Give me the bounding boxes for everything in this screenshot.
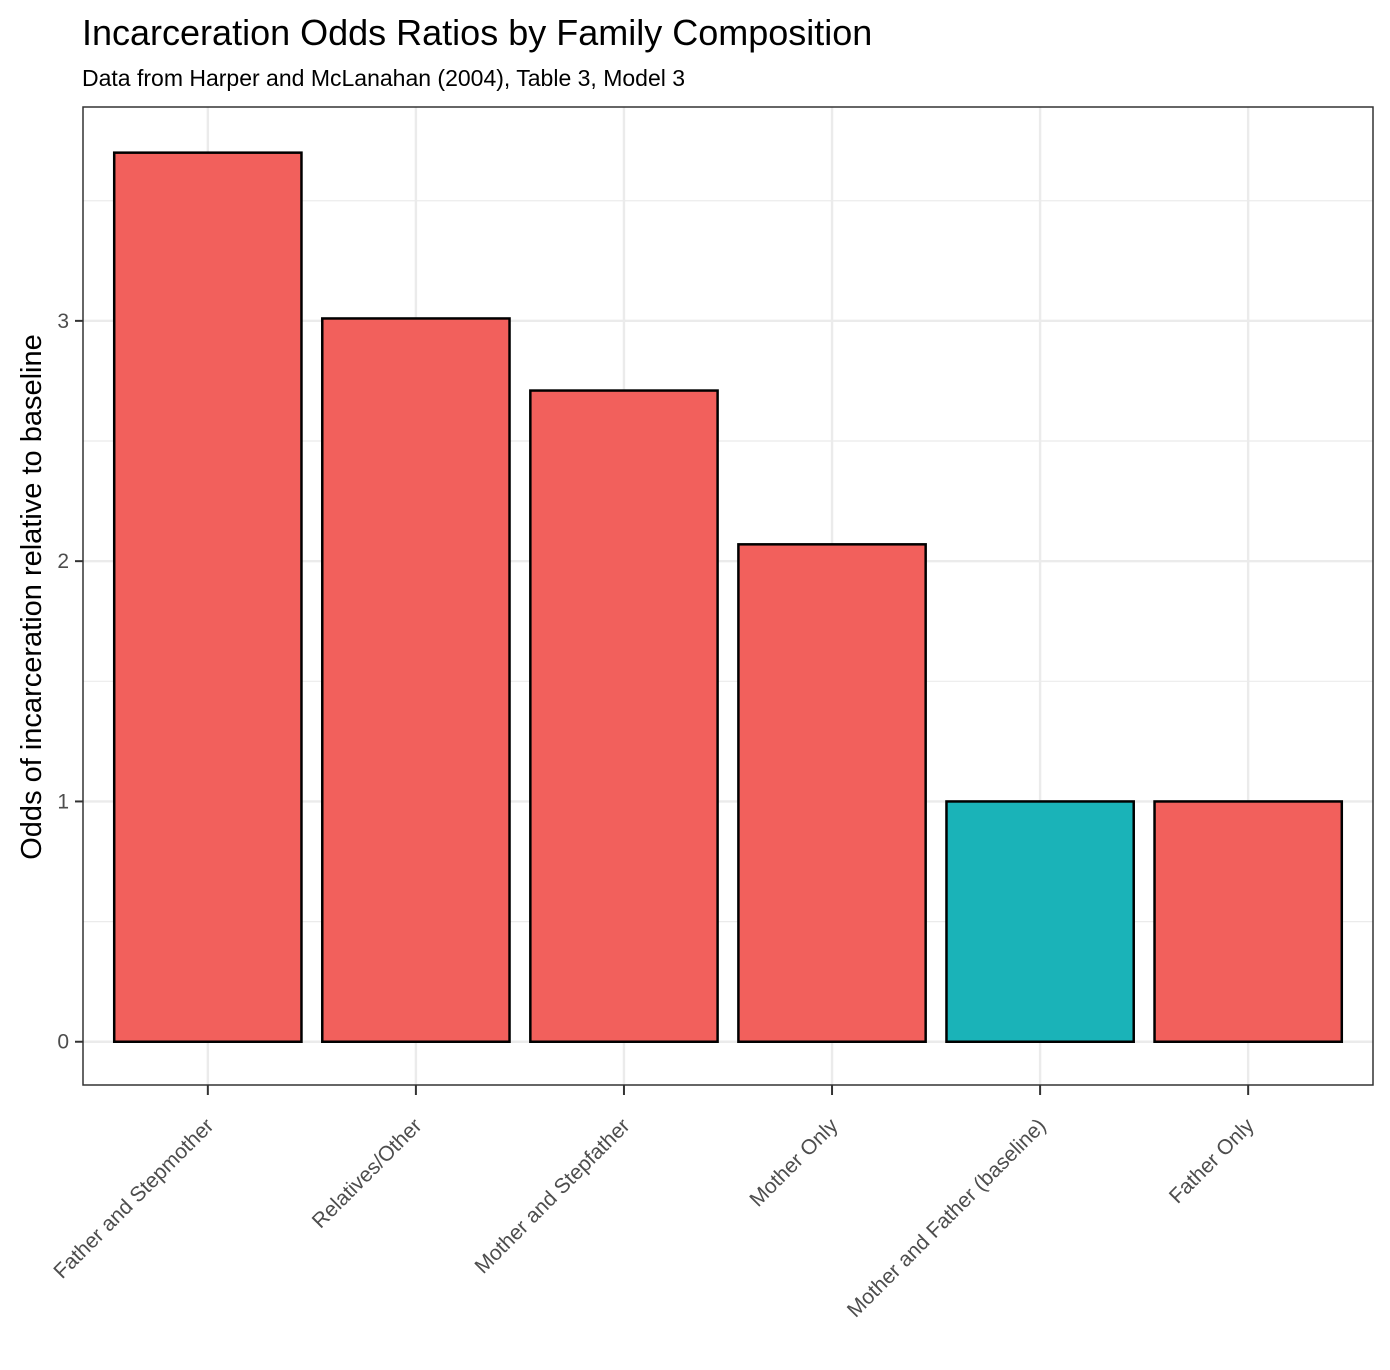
y-axis-title: Odds of incarceration relative to baseli… — [16, 334, 48, 860]
bar-1 — [112, 151, 303, 1043]
y-tick-label: 0 — [57, 1031, 69, 1054]
bar-2 — [321, 317, 511, 1043]
x-tick-label: Relatives/Other — [308, 1114, 427, 1233]
chart-subtitle: Data from Harper and McLanahan (2004), T… — [82, 65, 686, 91]
bars-layer — [112, 151, 1344, 1043]
x-tick-label: Mother and Father (baseline) — [843, 1114, 1051, 1322]
x-tick-label: Mother and Stepfather — [470, 1114, 634, 1278]
bar-5 — [945, 800, 1135, 1043]
panel-border — [82, 106, 1374, 1086]
bar-4 — [737, 543, 927, 1043]
y-tick-label: 2 — [57, 550, 69, 573]
bar-6 — [1153, 800, 1344, 1043]
y-tick-label: 1 — [57, 790, 69, 813]
x-tick-label: Father and Stepmother — [49, 1114, 218, 1283]
chart-title: Incarceration Odds Ratios by Family Comp… — [82, 12, 873, 53]
x-tick-label: Father Only — [1165, 1114, 1259, 1208]
bar-3 — [529, 389, 719, 1043]
y-tick-label: 3 — [57, 310, 69, 333]
x-tick-label: Mother Only — [745, 1114, 842, 1211]
